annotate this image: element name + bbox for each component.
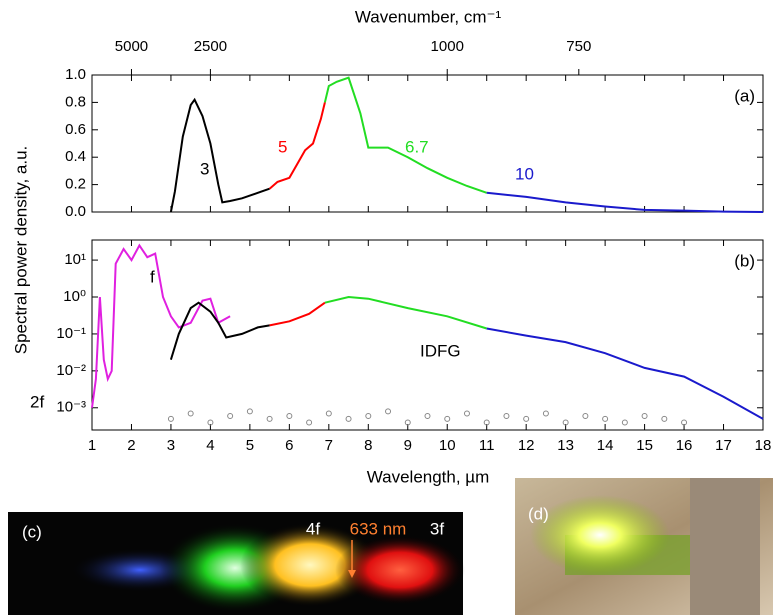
- x-tick-label: 15: [636, 437, 653, 454]
- y-tick-label: 10⁻²: [56, 362, 86, 379]
- x2-tick-label: 1000: [431, 38, 464, 55]
- x-tick-label: 5: [246, 437, 254, 454]
- x2-tick-label: 750: [566, 38, 591, 55]
- panel-label: (a): [734, 86, 755, 105]
- point: [424, 412, 431, 419]
- glow: [530, 495, 670, 575]
- y-tick-label: 0.4: [65, 148, 86, 165]
- series-line: [486, 327, 764, 420]
- point: [621, 419, 628, 426]
- y-tick-label: 10⁰: [63, 288, 86, 305]
- x2-tick-label: 2500: [194, 38, 227, 55]
- point: [444, 415, 451, 422]
- x-tick-label: 11: [479, 437, 495, 454]
- point: [602, 415, 609, 422]
- series-line: [268, 102, 326, 190]
- point: [542, 410, 549, 417]
- point: [246, 408, 253, 415]
- point: [207, 419, 214, 426]
- point: [306, 419, 313, 426]
- series-line: [323, 76, 488, 194]
- series-line: [324, 295, 487, 330]
- x-tick-label: 8: [364, 437, 372, 454]
- photo-d: (d): [515, 478, 773, 615]
- x-tick-label: 12: [518, 437, 535, 454]
- point: [641, 412, 648, 419]
- point: [681, 419, 688, 426]
- series-label: 5: [278, 137, 287, 156]
- series-line: [169, 301, 270, 360]
- y-tick-label: 10¹: [64, 251, 86, 268]
- photo-label: (d): [528, 504, 549, 523]
- point: [385, 408, 392, 415]
- x-tick-label: 13: [557, 437, 574, 454]
- x-tick-label: 1: [88, 437, 96, 454]
- arrow-head: [348, 570, 356, 578]
- point: [286, 412, 293, 419]
- point: [167, 415, 174, 422]
- x-tick-label: 16: [676, 437, 693, 454]
- x-tick-label: 3: [167, 437, 175, 454]
- series-line: [91, 243, 231, 408]
- y-tick-label: 0.8: [65, 93, 86, 110]
- series-label: 10: [515, 164, 534, 183]
- x-tick-label: 18: [755, 437, 772, 454]
- point: [187, 410, 194, 417]
- annotation: IDFG: [420, 341, 461, 360]
- annotation: 2f: [30, 392, 44, 411]
- point: [523, 415, 530, 422]
- point: [503, 412, 510, 419]
- x-tick-label: 7: [325, 437, 333, 454]
- x-tick-label: 17: [715, 437, 732, 454]
- y-tick-label: 10⁻¹: [56, 325, 86, 342]
- photo-label: (c): [22, 522, 42, 541]
- x-tick-label: 6: [285, 437, 293, 454]
- y-tick-label: 0.2: [65, 176, 86, 193]
- series-label: 6.7: [405, 137, 429, 156]
- point: [365, 412, 372, 419]
- x-tick-label: 4: [206, 437, 214, 454]
- point: [582, 412, 589, 419]
- mount: [690, 478, 760, 615]
- point: [325, 410, 332, 417]
- beam-red: [335, 535, 465, 605]
- y-tick-label: 10⁻³: [56, 399, 86, 416]
- plot-frame: [91, 74, 764, 213]
- x-tick-label: 9: [404, 437, 412, 454]
- series-label: 3: [200, 159, 209, 178]
- panel-label: (b): [734, 251, 755, 270]
- point: [404, 419, 411, 426]
- x2-axis-label: Wavenumber, cm⁻¹: [355, 7, 502, 26]
- series-line: [269, 301, 326, 327]
- x-tick-label: 10: [439, 437, 456, 454]
- point: [345, 415, 352, 422]
- point: [483, 419, 490, 426]
- x-axis-label: Wavelength, µm: [367, 467, 490, 486]
- plot-frame: [91, 239, 764, 431]
- photo-c: (c) 4f 633 nm 3f: [8, 512, 465, 615]
- point: [227, 412, 234, 419]
- point: [266, 415, 273, 422]
- series-line: [486, 191, 764, 213]
- y-tick-label: 0.6: [65, 121, 86, 138]
- annotation: f: [150, 267, 155, 286]
- y-tick-label: 0.0: [65, 203, 86, 220]
- x2-tick-label: 5000: [115, 38, 148, 55]
- x-tick-label: 14: [597, 437, 614, 454]
- point: [661, 415, 668, 422]
- point: [562, 419, 569, 426]
- series-line: [169, 97, 270, 213]
- photo-text: 633 nm: [350, 519, 407, 538]
- photo-text: 3f: [430, 519, 444, 538]
- point: [463, 410, 470, 417]
- y-axis-label: Spectral power density, a.u.: [11, 146, 30, 355]
- y-tick-label: 1.0: [65, 66, 86, 83]
- x-tick-label: 2: [127, 437, 135, 454]
- photo-text: 4f: [306, 519, 320, 538]
